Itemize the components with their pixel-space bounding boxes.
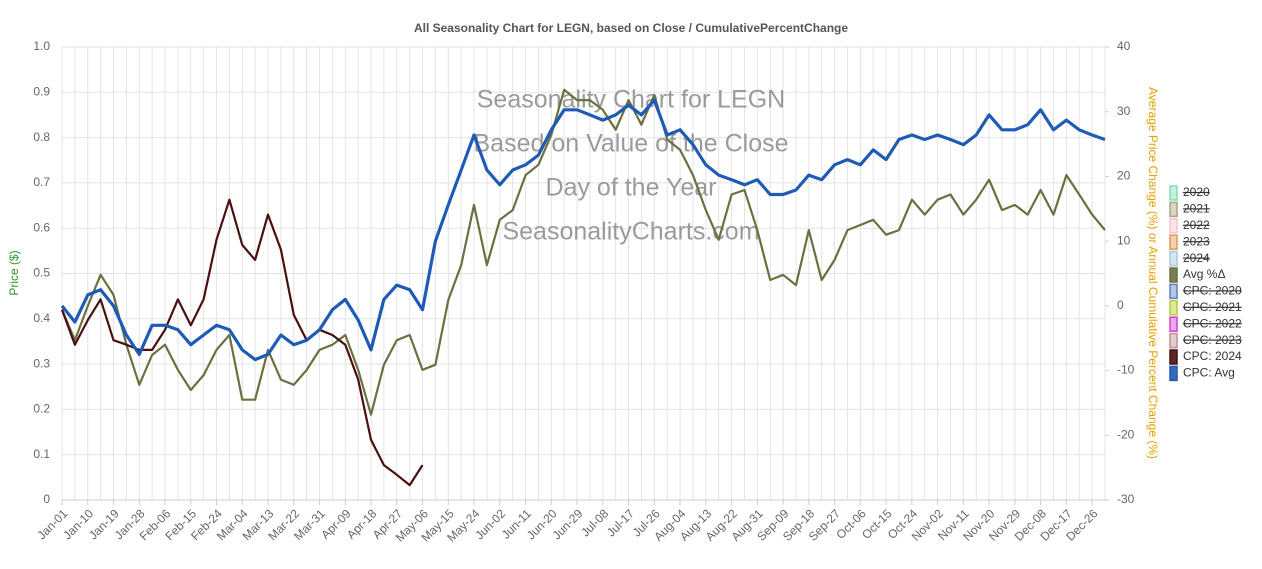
legend-swatch — [1169, 349, 1178, 365]
watermark: Seasonality Chart for LEGN — [477, 86, 785, 114]
legend-swatch — [1169, 332, 1178, 349]
legend-swatch — [1169, 250, 1178, 267]
y-axis-title: Price ($) — [7, 250, 21, 295]
y2-tick-label: -10 — [1117, 363, 1135, 377]
y-tick-label: 0.7 — [33, 175, 50, 189]
legend-swatch — [1169, 267, 1178, 283]
watermark: SeasonalityCharts.com — [502, 218, 759, 246]
x-tick-label: Jul-17 — [604, 506, 637, 539]
y-tick-label: 0.4 — [33, 311, 50, 325]
y2-tick-label: 10 — [1117, 233, 1131, 247]
legend-label[interactable]: CPC: 2021 — [1183, 300, 1242, 314]
y2-tick-label: 0 — [1117, 298, 1124, 312]
y-tick-label: 0.9 — [33, 84, 50, 98]
legend-swatch — [1169, 365, 1178, 382]
y2-axis-title: Average Price Change (%) or Annual Cumul… — [1146, 87, 1160, 459]
legend-label[interactable]: 2021 — [1183, 202, 1210, 216]
y-tick-label: 0.3 — [33, 356, 50, 370]
y2-tick-label: -30 — [1117, 492, 1135, 506]
legend-swatch — [1169, 316, 1178, 332]
y-tick-label: 0.1 — [33, 447, 50, 461]
watermark: Day of the Year — [546, 174, 717, 202]
legend-label[interactable]: CPC: 2020 — [1183, 284, 1242, 298]
series-line — [60, 98, 1106, 362]
legend-label[interactable]: 2024 — [1183, 251, 1210, 265]
watermark: Based on Value of the Close — [473, 130, 788, 158]
y-tick-label: 0.2 — [33, 402, 50, 416]
x-tick-label: Jun-29 — [550, 506, 586, 542]
legend-label[interactable]: CPC: Avg — [1183, 366, 1235, 380]
legend-label[interactable]: 2023 — [1183, 234, 1210, 248]
y-tick-label: 0.5 — [33, 266, 50, 280]
legend-label[interactable]: CPC: 2024 — [1183, 349, 1242, 363]
legend-label[interactable]: CPC: 2022 — [1183, 316, 1242, 330]
series-line — [60, 198, 424, 487]
legend-swatch — [1169, 185, 1178, 201]
y2-tick-label: 20 — [1117, 169, 1131, 183]
legend-swatch — [1169, 201, 1178, 218]
legend-label[interactable]: 2022 — [1183, 218, 1210, 232]
legend-label[interactable]: Avg %Δ — [1183, 267, 1225, 281]
y2-tick-label: 40 — [1117, 39, 1131, 53]
x-tick-label: Jul-08 — [578, 506, 611, 539]
series-line — [60, 88, 1106, 416]
legend-label[interactable]: 2020 — [1183, 185, 1210, 199]
legend-swatch — [1169, 300, 1178, 316]
chart-title: All Seasonality Chart for LEGN, based on… — [414, 21, 848, 35]
legend-swatch — [1169, 283, 1178, 300]
legend-swatch — [1169, 218, 1178, 234]
y-tick-label: 0 — [43, 492, 50, 506]
y-tick-label: 0.6 — [33, 220, 50, 234]
legend-swatch — [1169, 234, 1178, 250]
y2-tick-label: -20 — [1117, 427, 1135, 441]
y2-tick-label: 30 — [1117, 104, 1131, 118]
y-tick-label: 0.8 — [33, 130, 50, 144]
y-tick-label: 1.0 — [33, 39, 50, 53]
legend-label[interactable]: CPC: 2023 — [1183, 333, 1242, 347]
